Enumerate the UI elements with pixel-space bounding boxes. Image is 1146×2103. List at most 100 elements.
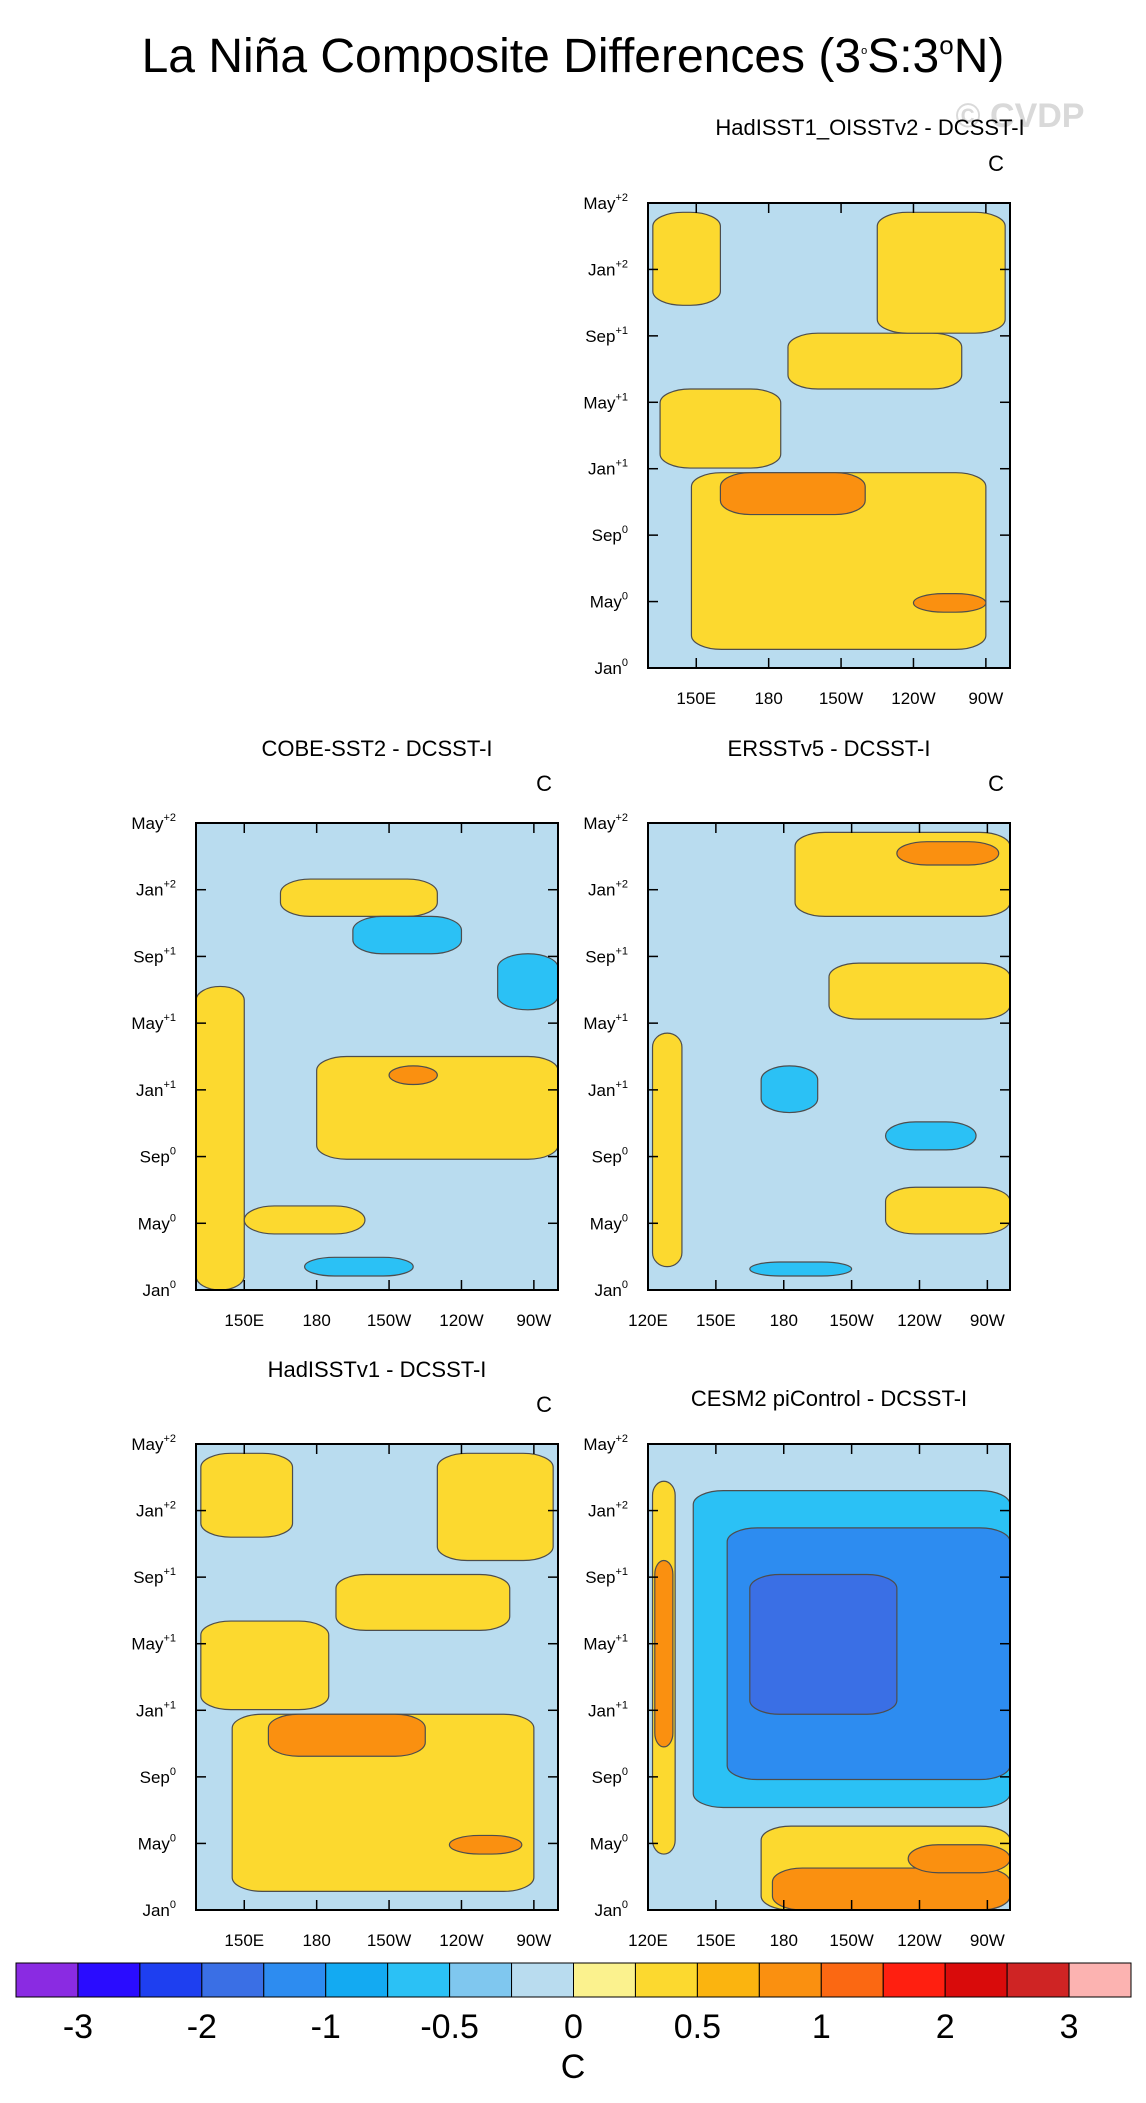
contour-region <box>243 1205 366 1235</box>
y-tick-label: Jan+1 <box>136 1699 176 1720</box>
colorbar-swatch <box>15 1962 79 1998</box>
y-tick-label: Jan+2 <box>588 1500 628 1521</box>
contour-region <box>267 1713 426 1757</box>
colorbar-label: -1 <box>311 2008 341 2046</box>
panel-5: CESM2 piControl - DCSST-I Jan0 May0 Sep0 Jan… <box>583 1386 1011 1950</box>
y-tick-label: Sep+1 <box>133 1566 176 1587</box>
y-tick-label: May+1 <box>583 1012 628 1033</box>
panel-title: HadISST1_OISSTv2 - DCSST-I <box>715 115 1024 140</box>
contour-region <box>749 1573 898 1715</box>
y-tick-label: May+1 <box>583 1633 628 1654</box>
y-tick-label: Jan0 <box>142 1899 176 1920</box>
y-tick-label: Jan+2 <box>136 879 176 900</box>
y-tick-label: Sep+1 <box>133 945 176 966</box>
colorbar-label: 3 <box>1060 2008 1079 2046</box>
colorbar-swatch <box>882 1962 946 1998</box>
x-tick-label: 150W <box>367 1311 411 1330</box>
panel-regions <box>652 211 1006 651</box>
colorbar-swatch <box>325 1962 389 1998</box>
colorbar-swatch <box>573 1962 636 1998</box>
contour-region <box>884 1186 1010 1235</box>
x-tick-label: 150W <box>819 689 863 708</box>
x-tick-label: 180 <box>302 1311 330 1330</box>
x-tick-label: 180 <box>302 1931 330 1950</box>
y-tick-label: Jan0 <box>594 1279 628 1300</box>
x-tick-label: 90W <box>970 1311 1005 1330</box>
contour-region <box>200 1620 330 1711</box>
contour-region <box>335 1573 511 1631</box>
colorbar-swatch <box>820 1962 884 1998</box>
y-tick-label: Sep+1 <box>585 325 628 346</box>
colorbar-units: C <box>561 2048 586 2086</box>
x-tick-label: 90W <box>970 1931 1005 1950</box>
contour-region <box>200 1452 294 1538</box>
y-tick-label: Jan0 <box>594 1899 628 1920</box>
panel-units: C <box>988 151 1004 176</box>
y-tick-label: Sep0 <box>592 1146 628 1167</box>
colorbar-swatch <box>634 1962 698 1998</box>
colorbar-label: 1 <box>812 2008 831 2046</box>
y-tick-label: May+1 <box>131 1012 176 1033</box>
panel-regions <box>200 1452 554 1892</box>
y-tick-label: Sep0 <box>592 524 628 545</box>
colorbar-label: -2 <box>187 2008 217 2046</box>
x-tick-label: 180 <box>770 1311 798 1330</box>
contour-region <box>448 1834 523 1855</box>
contour-region <box>651 1032 683 1268</box>
figure-title: La Niña Composite Differences (3oS:3oN) <box>142 30 1005 83</box>
panel-frame <box>195 822 559 1291</box>
y-tick-label: Sep0 <box>140 1766 176 1787</box>
y-tick-label: Jan+1 <box>588 1079 628 1100</box>
contour-region <box>352 915 463 955</box>
y-tick-label: Sep0 <box>140 1146 176 1167</box>
panel-regions <box>196 878 558 1290</box>
panel-regions <box>651 831 1010 1277</box>
contour-region <box>316 1055 558 1160</box>
contour-region <box>876 211 1006 334</box>
y-tick-label: May0 <box>138 1832 176 1853</box>
y-tick-label: May+1 <box>583 391 628 412</box>
contour-region <box>884 1121 977 1151</box>
y-tick-label: May+2 <box>131 1433 176 1454</box>
contour-region <box>749 1261 853 1277</box>
y-tick-label: May0 <box>590 1832 628 1853</box>
x-tick-label: 120W <box>897 1311 941 1330</box>
y-tick-label: Jan0 <box>142 1279 176 1300</box>
panel-title: CESM2 piControl - DCSST-I <box>691 1386 967 1411</box>
colorbar-swatch <box>139 1962 203 1998</box>
panel-4: HadISSTv1 - DCSST-I C Jan0 May0 Sep0 Jan+1 May… <box>131 1357 559 1950</box>
panel-frame <box>647 1443 1011 1911</box>
x-tick-label: 150E <box>696 1931 736 1950</box>
panel-1: HadISST1_OISSTv2 - DCSST-I C Jan0 May0 Sep0 J… <box>583 115 1024 708</box>
colorbar-label: -0.5 <box>420 2008 479 2046</box>
y-tick-label: May+1 <box>131 1633 176 1654</box>
watermark: © CVDP <box>956 97 1085 135</box>
colorbar-swatch <box>387 1962 451 1998</box>
panel-2: COBE-SST2 - DCSST-I C Jan0 May0 Sep0 Jan+1 May… <box>131 736 559 1330</box>
y-tick-label: May0 <box>138 1212 176 1233</box>
panel-units: C <box>536 1392 552 1417</box>
x-tick-label: 150E <box>224 1931 264 1950</box>
y-tick-label: Jan0 <box>594 657 628 678</box>
y-tick-label: Jan+2 <box>136 1500 176 1521</box>
colorbar-label: -3 <box>63 2008 93 2046</box>
panel-3: ERSSTv5 - DCSST-I C Jan0 May0 Sep0 Jan+1 May+1… <box>583 736 1011 1330</box>
colorbar-label: 0 <box>564 2008 583 2046</box>
colorbar-swatch <box>1006 1962 1070 1998</box>
colorbar-label: 2 <box>936 2008 955 2046</box>
contour-region <box>828 962 1010 1020</box>
x-tick-label: 90W <box>968 689 1003 708</box>
x-tick-label: 90W <box>516 1311 551 1330</box>
y-tick-label: Jan+1 <box>136 1079 176 1100</box>
contour-region <box>304 1256 414 1277</box>
contour-region <box>907 1844 1010 1874</box>
y-tick-label: Jan+1 <box>588 1699 628 1720</box>
panel-units: C <box>988 771 1004 796</box>
panel-title: COBE-SST2 - DCSST-I <box>261 736 492 761</box>
contour-region <box>896 841 1000 866</box>
panel-frame <box>647 822 1011 1291</box>
colorbar-swatch <box>449 1962 513 1998</box>
contour-region <box>388 1065 438 1086</box>
y-tick-label: May0 <box>590 1212 628 1233</box>
contour-region <box>787 332 963 390</box>
